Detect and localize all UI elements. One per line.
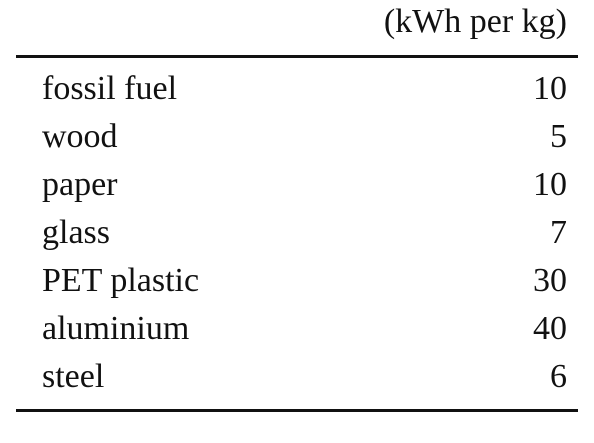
energy-value: 7 <box>550 214 567 251</box>
material-name: aluminium <box>42 310 190 347</box>
material-name: fossil fuel <box>42 70 178 107</box>
energy-value: 30 <box>533 262 567 299</box>
energy-value: 6 <box>550 358 567 395</box>
material-name: glass <box>42 214 110 251</box>
material-name: steel <box>42 358 105 395</box>
column-header: (kWh per kg) <box>383 3 567 40</box>
energy-value: 10 <box>533 166 567 203</box>
bottom-rule <box>16 409 578 412</box>
energy-value: 40 <box>533 310 567 347</box>
material-name: wood <box>42 118 118 155</box>
energy-value: 10 <box>533 70 567 107</box>
energy-value: 5 <box>550 118 567 155</box>
top-rule <box>16 55 578 58</box>
material-name: paper <box>42 166 118 203</box>
material-name: PET plastic <box>42 262 200 299</box>
